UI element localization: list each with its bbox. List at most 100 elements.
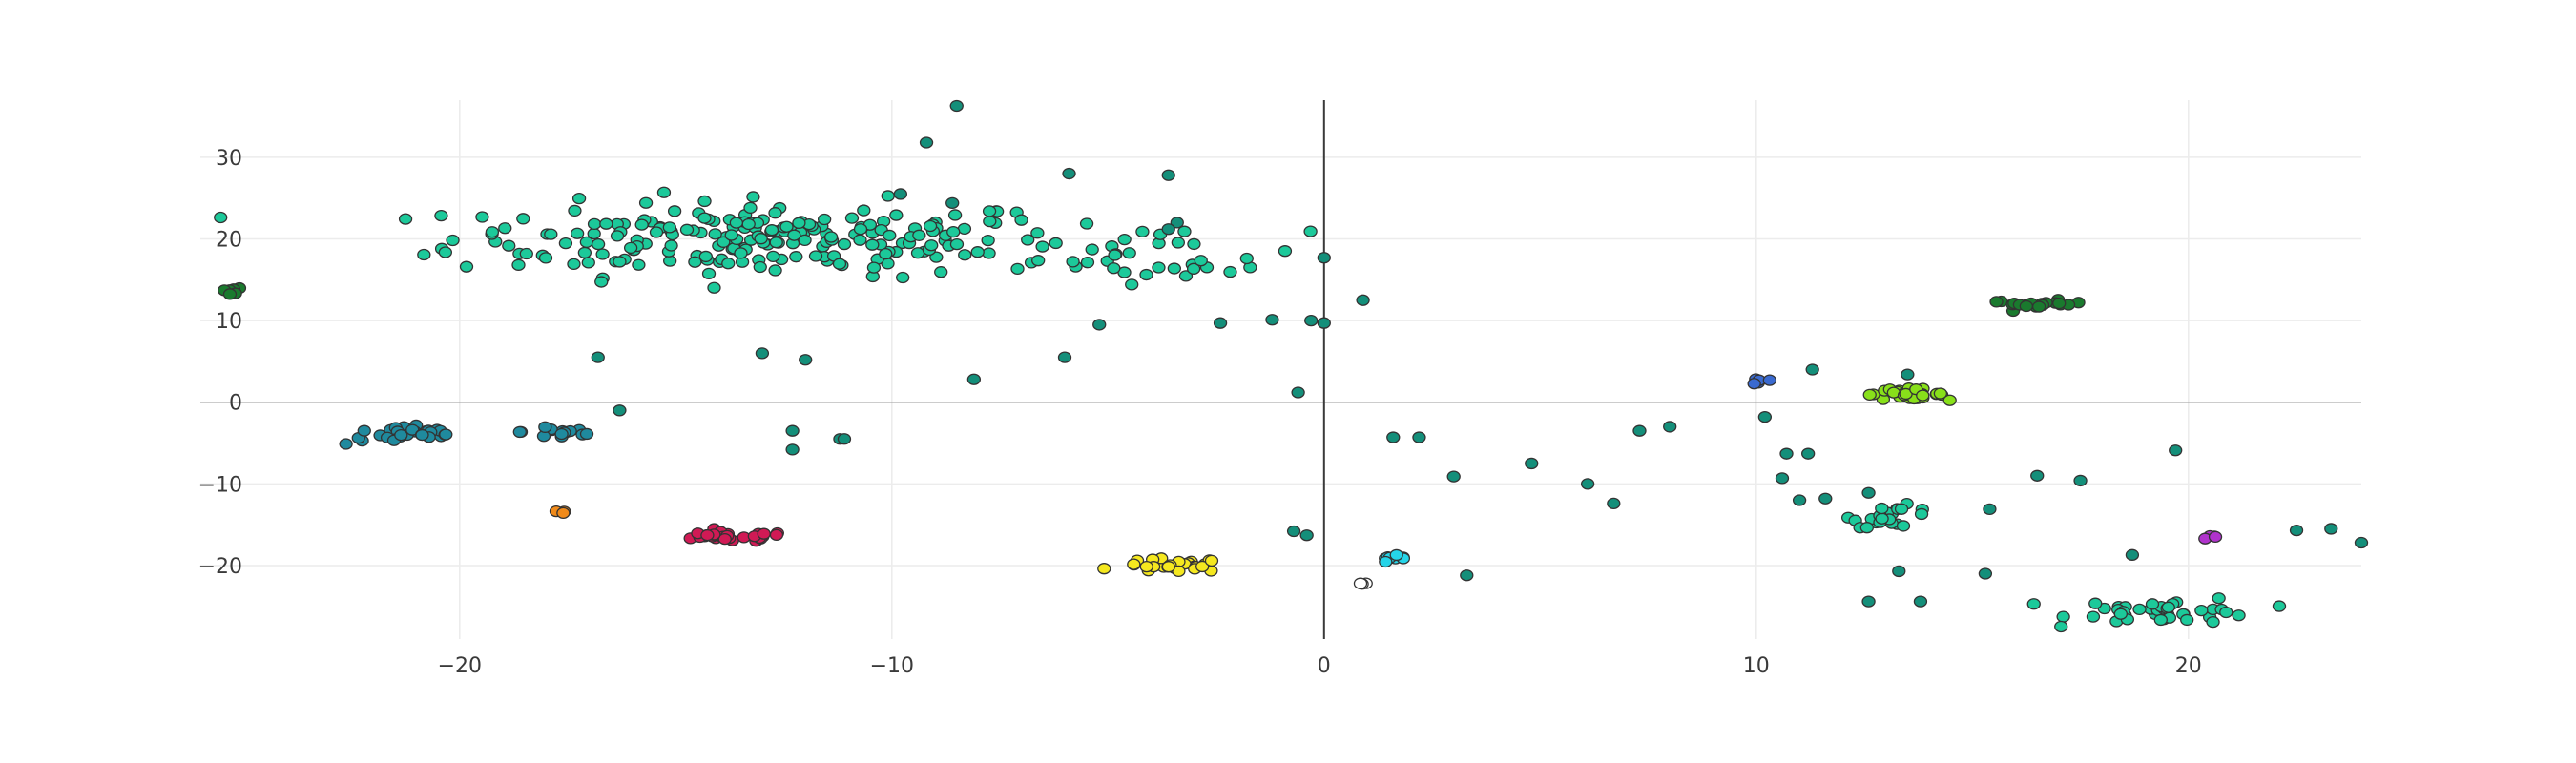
point-scattered <box>1861 486 1876 499</box>
point-yellow <box>1139 560 1153 573</box>
point-lower-right-teal <box>2180 613 2194 627</box>
point-main-teal <box>754 233 768 245</box>
point-scattered <box>2289 524 2304 537</box>
point-main-teal <box>879 247 893 260</box>
point-main-teal <box>1085 243 1099 256</box>
point-main-teal <box>881 190 895 202</box>
point-orange <box>556 506 571 520</box>
point-lime <box>1916 389 1930 402</box>
point-main-teal-right <box>1186 262 1201 275</box>
point-main-teal-right <box>1152 261 1166 274</box>
point-main-teal <box>1014 214 1028 226</box>
point-upper-right-green <box>1989 296 2004 308</box>
point-scattered <box>1446 470 1461 483</box>
point-main-teal <box>1021 234 1035 246</box>
point-main-teal <box>613 256 627 268</box>
point-cyan <box>1389 548 1403 562</box>
point-scattered <box>1213 317 1228 329</box>
y-tick-label: 0 <box>229 392 242 416</box>
point-royal-blue <box>1762 374 1777 386</box>
point-lime <box>1942 394 1957 406</box>
point-main-teal <box>485 226 500 238</box>
point-main-teal-right <box>1139 268 1153 281</box>
point-main-teal <box>734 247 748 259</box>
point-scattered <box>1170 217 1184 229</box>
point-main-teal <box>581 257 595 269</box>
point-main-teal <box>475 211 489 223</box>
point-main-teal-right <box>1278 245 1293 258</box>
point-main-teal <box>865 238 880 251</box>
point-yellow <box>1195 560 1210 573</box>
point-scattered <box>1801 447 1816 460</box>
point-main-teal <box>538 252 553 264</box>
point-lower-right-teal <box>2153 613 2168 627</box>
point-scattered <box>1632 424 1647 437</box>
point-main-teal <box>544 228 558 240</box>
point-main-teal <box>787 229 801 241</box>
point-crimson <box>717 532 732 546</box>
point-main-teal <box>912 229 926 241</box>
point-royal-blue <box>1747 378 1761 390</box>
point-scattered <box>1304 314 1319 327</box>
point-main-teal <box>741 217 756 231</box>
x-tick-label: 20 <box>2175 654 2202 678</box>
point-main-teal <box>853 223 868 236</box>
point-scattered <box>2169 444 2183 457</box>
point-main-teal <box>949 237 965 251</box>
x-axis: −20 −10 0 10 20 <box>438 654 2202 678</box>
point-main-teal <box>981 234 995 247</box>
x-tick-label: −20 <box>438 654 482 678</box>
point-lower-right-teal <box>2113 608 2128 620</box>
point-main-teal <box>438 246 453 258</box>
point-main-teal <box>664 239 678 252</box>
point-lower-right-teal <box>2194 605 2209 617</box>
point-main-teal <box>789 251 803 263</box>
point-main-teal-right <box>1239 252 1254 265</box>
point-main-teal <box>446 234 460 247</box>
point-scattered <box>1161 169 1175 181</box>
point-main-teal <box>982 247 996 259</box>
point-scattered <box>1286 525 1301 538</box>
point-mid-right-teal <box>1875 512 1889 525</box>
point-main-teal <box>896 271 910 284</box>
point-mid-right-teal <box>1914 507 1929 521</box>
point-main-teal <box>599 217 613 230</box>
x-tick-label: 10 <box>1743 654 1770 678</box>
point-main-teal-right <box>1177 225 1192 237</box>
point-lime <box>1862 388 1877 402</box>
point-lower-right-teal <box>2232 609 2246 622</box>
point-teal-blue-left <box>394 428 408 442</box>
point-lower-right-teal <box>2132 603 2147 616</box>
point-main-teal-right <box>1135 225 1150 238</box>
point-main-teal <box>579 236 594 249</box>
point-mid-right-teal <box>1859 522 1874 534</box>
y-axis: −20 −10 0 10 20 30 <box>198 147 242 579</box>
point-scattered <box>1892 565 1906 578</box>
point-scattered <box>2073 474 2088 487</box>
point-main-teal <box>866 261 882 274</box>
point-scattered <box>949 99 964 113</box>
point-scattered <box>1092 319 1107 331</box>
point-scattered <box>1460 569 1474 582</box>
point-main-teal-right <box>1303 225 1318 237</box>
point-main-teal <box>766 250 780 263</box>
point-main-teal-right <box>970 246 985 258</box>
data-points <box>214 99 2369 633</box>
point-main-teal-right <box>1194 255 1208 267</box>
point-main-teal <box>817 213 832 226</box>
point-main-teal <box>214 211 228 224</box>
point-main-teal <box>594 276 609 288</box>
point-main-teal <box>823 231 839 243</box>
point-main-teal <box>568 204 582 217</box>
point-scattered <box>1317 317 1331 329</box>
point-yellow <box>1204 554 1219 567</box>
point-main-teal <box>844 212 860 224</box>
point-scattered <box>893 188 908 200</box>
point-main-teal <box>398 213 413 225</box>
point-main-teal <box>746 191 760 203</box>
point-main-teal <box>768 207 782 219</box>
point-main-teal <box>502 239 516 252</box>
point-scattered <box>1983 503 1997 516</box>
point-scattered <box>1580 478 1595 490</box>
point-lower-right-teal <box>2272 600 2287 612</box>
